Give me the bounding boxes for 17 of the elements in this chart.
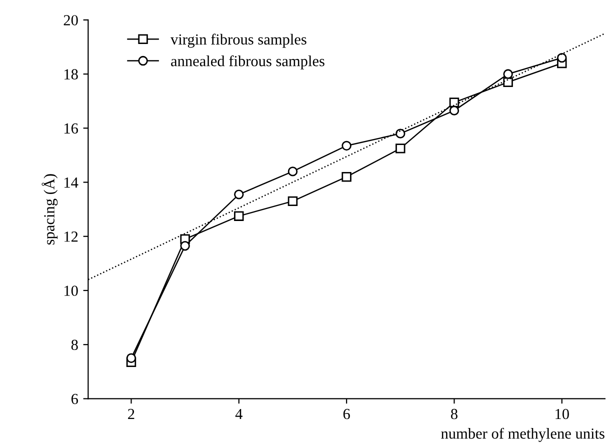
y-tick-label: 10: [64, 286, 78, 296]
y-tick-label: 14: [64, 177, 78, 188]
x-tick-label: 8: [450, 408, 458, 420]
x-tick-label: 2: [128, 408, 134, 420]
y-tick-label: 16: [64, 123, 78, 134]
y-tick-label: 12: [64, 232, 78, 242]
x-tick-label: 6: [343, 408, 350, 420]
y-tick-label: 18: [64, 69, 78, 80]
legend-label: virgin fibrous samples: [170, 34, 306, 48]
y-tick-label: 6: [71, 394, 78, 404]
y-tick-label: 8: [71, 340, 78, 350]
x-tick-label: 10: [556, 408, 569, 420]
legend-label: annealed fibrous samples: [171, 55, 324, 70]
y-axis-title: spacing (Å): [42, 174, 58, 245]
x-tick-label: 4: [235, 408, 242, 420]
y-tick-label: 20: [64, 15, 78, 26]
x-axis-title: number of methylene units: [441, 428, 604, 442]
